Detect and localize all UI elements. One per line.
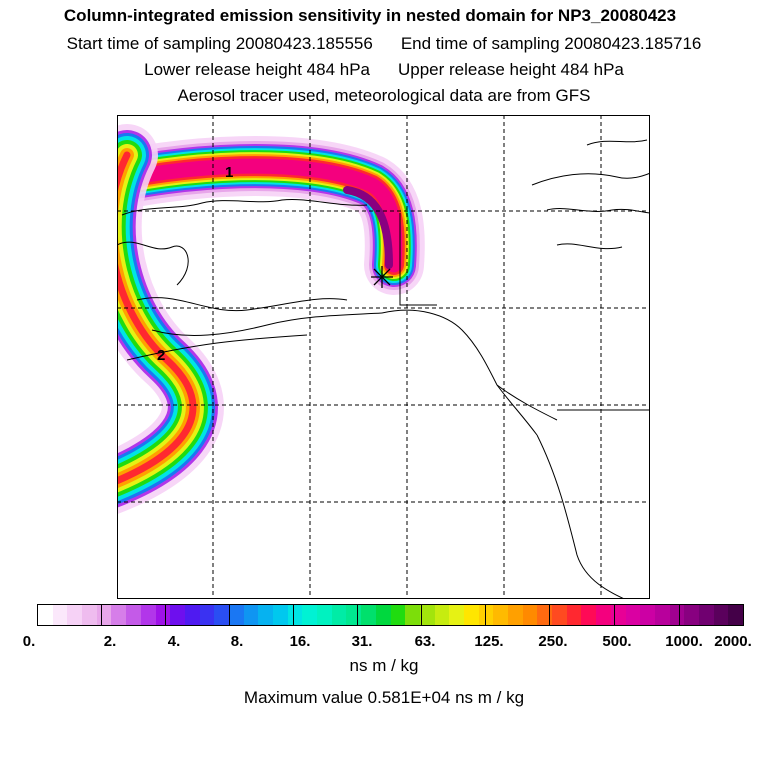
color-scale-cell xyxy=(552,605,567,625)
tracer-note: Aerosol tracer used, meteorological data… xyxy=(177,86,591,105)
color-scale-cell xyxy=(199,605,215,625)
color-scale-cell xyxy=(508,605,523,625)
color-scale-cell xyxy=(493,605,508,625)
color-scale-cell xyxy=(126,605,141,625)
color-scale-cell xyxy=(38,605,53,625)
color-scale-cell xyxy=(728,605,743,625)
color-scale-cell xyxy=(596,605,611,625)
color-scale-cell xyxy=(537,605,553,625)
coastlines xyxy=(117,139,650,599)
color-scale-cell xyxy=(654,605,670,625)
color-scale-tick xyxy=(357,604,358,626)
color-scale-cell xyxy=(317,605,332,625)
color-scale-tick-label: 2. xyxy=(103,633,117,650)
grid-lines xyxy=(117,115,650,599)
color-scale-tick xyxy=(293,604,294,626)
color-scale-cell xyxy=(640,605,655,625)
color-scale-cell xyxy=(522,605,538,625)
end-time-label: End time of sampling 20080423.185716 xyxy=(400,34,702,53)
lower-height-label: Lower release height 484 hPa xyxy=(144,60,370,79)
color-scale-cell xyxy=(52,605,68,625)
units-label: ns m / kg xyxy=(349,656,419,675)
color-scale-cell xyxy=(331,605,347,625)
color-scale-tick xyxy=(743,604,744,626)
release-heights-row: Lower release height 484 hPa Upper releas… xyxy=(0,60,768,80)
color-scale-tick xyxy=(101,604,102,626)
color-scale-cell xyxy=(170,605,185,625)
color-scale-tick-label: 0. xyxy=(22,633,36,650)
color-scale-tick-label: 250. xyxy=(538,633,568,650)
emission-plume xyxy=(117,124,425,515)
color-scale-bar xyxy=(37,604,744,626)
chart-title: Column-integrated emission sensitivity i… xyxy=(63,6,677,25)
color-scale-cell xyxy=(375,605,391,625)
color-scale-cell xyxy=(361,605,376,625)
color-scale-cell xyxy=(625,605,641,625)
color-scale-tick xyxy=(614,604,615,626)
color-scale-cell xyxy=(140,605,156,625)
color-scale-cell xyxy=(96,605,112,625)
color-scale-cell xyxy=(184,605,200,625)
max-value-label: Maximum value 0.581E+04 ns m / kg xyxy=(243,688,525,707)
color-scale-cell xyxy=(698,605,714,625)
color-scale-tick-label: 500. xyxy=(602,633,632,650)
color-scale-cell xyxy=(228,605,244,625)
map-panel: 1 2 xyxy=(117,115,650,599)
color-scale-cell xyxy=(463,605,479,625)
color-scale-tick xyxy=(549,604,550,626)
color-scale-cell xyxy=(155,605,171,625)
color-scale-tick-label: 63. xyxy=(414,633,436,650)
color-scale-tick-label: 125. xyxy=(474,633,504,650)
color-scale-cell xyxy=(258,605,273,625)
color-scale-cell xyxy=(82,605,97,625)
color-scale-tick xyxy=(421,604,422,626)
color-scale-cell xyxy=(669,605,685,625)
asterisk-release-marker xyxy=(371,266,393,288)
color-scale-cell xyxy=(390,605,406,625)
color-scale-tick xyxy=(37,604,38,626)
color-scale-tick xyxy=(485,604,486,626)
start-time-label: Start time of sampling 20080423.185556 xyxy=(66,34,373,53)
color-scale-tick-label: 16. xyxy=(289,633,311,650)
trajectory-marker-1: 1 xyxy=(225,164,233,181)
trajectory-marker-2: 2 xyxy=(157,347,165,364)
color-scale-cell xyxy=(581,605,597,625)
color-scale-tick-label: 31. xyxy=(351,633,373,650)
color-scale-cell xyxy=(214,605,229,625)
sampling-times-row: Start time of sampling 20080423.185556 En… xyxy=(0,34,768,54)
color-scale-cell xyxy=(405,605,420,625)
color-scale-cell xyxy=(287,605,303,625)
color-scale-tick xyxy=(229,604,230,626)
color-scale-cell xyxy=(684,605,699,625)
color-scale-cell xyxy=(111,605,127,625)
color-scale-tick-label: 2000. xyxy=(714,633,752,650)
color-scale-tick xyxy=(165,604,166,626)
color-scale-cell xyxy=(566,605,582,625)
color-scale-tick xyxy=(679,604,680,626)
color-scale-tick-label: 4. xyxy=(167,633,181,650)
color-scale-cell xyxy=(243,605,259,625)
color-scale-cell xyxy=(419,605,435,625)
color-scale-cell xyxy=(67,605,83,625)
color-scale-cell xyxy=(273,605,288,625)
color-scale-cell xyxy=(449,605,464,625)
color-scale-cell xyxy=(346,605,362,625)
color-scale-cell xyxy=(434,605,450,625)
color-scale-tick-label: 8. xyxy=(230,633,244,650)
color-scale-cell xyxy=(302,605,318,625)
color-scale-cell xyxy=(713,605,729,625)
color-scale-tick-label: 1000. xyxy=(665,633,703,650)
upper-height-label: Upper release height 484 hPa xyxy=(398,60,624,79)
